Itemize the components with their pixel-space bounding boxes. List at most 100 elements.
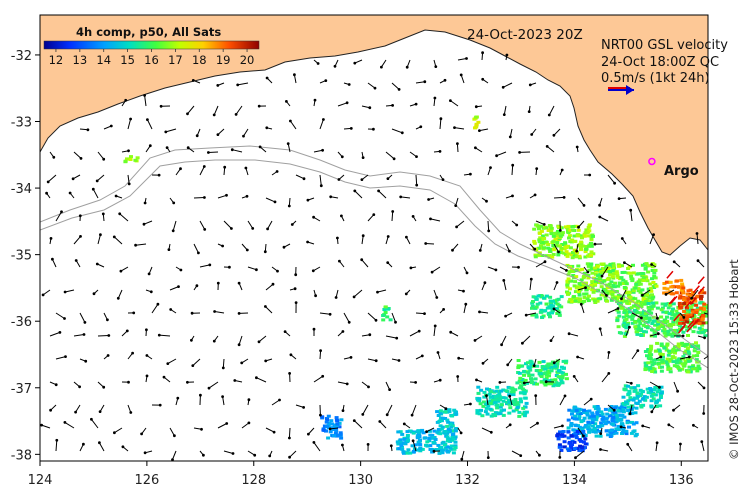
- current-arrow: [411, 404, 417, 416]
- sst-pixel: [630, 420, 634, 424]
- sst-pixel: [698, 318, 703, 322]
- isobath-lines: [40, 145, 708, 369]
- sst-pixel: [606, 290, 611, 294]
- sst-pixel: [658, 353, 663, 357]
- sst-pixel: [704, 310, 708, 314]
- sst-pixel: [596, 278, 601, 282]
- sst-pixel: [598, 430, 603, 433]
- sst-pixel: [579, 234, 583, 238]
- sst-pixel: [661, 325, 666, 328]
- current-arrow-head: [164, 130, 168, 134]
- sst-pixel: [580, 446, 585, 450]
- sst-pixel: [690, 303, 695, 307]
- current-arrow-head: [399, 195, 403, 199]
- current-arrow-head: [82, 442, 85, 446]
- sst-pixel: [442, 443, 447, 447]
- sst-pixel: [335, 422, 340, 426]
- sst-pixel: [445, 439, 450, 443]
- sst-pixel: [636, 326, 641, 330]
- current-arrow: [41, 424, 51, 429]
- sst-pixel: [689, 305, 694, 309]
- sst-pixel: [540, 315, 545, 319]
- current-arrow: [511, 165, 514, 176]
- current-arrow-head: [547, 113, 551, 117]
- sst-pixel: [571, 274, 576, 277]
- sst-pixel: [411, 449, 416, 453]
- current-arrow: [127, 118, 132, 130]
- current-arrow-head: [319, 349, 323, 353]
- sst-pixel: [570, 264, 575, 268]
- sst-pixel: [626, 267, 631, 270]
- current-arrow: [697, 260, 705, 268]
- argo-float-marker: [648, 157, 656, 166]
- sst-pixel: [667, 359, 672, 363]
- sst-pixel: [618, 407, 623, 410]
- current-arrow-head: [266, 227, 270, 231]
- sst-pixel: [677, 296, 682, 300]
- sst-pixel: [438, 432, 443, 436]
- current-arrow-head: [79, 235, 82, 238]
- sst-pixel: [581, 285, 586, 289]
- current-arrow-head: [338, 259, 341, 263]
- sst-pixel: [518, 397, 523, 401]
- current-arrow-head: [102, 157, 106, 161]
- sst-pixel: [629, 386, 634, 390]
- sst-pixel: [590, 411, 595, 415]
- sst-pixel: [501, 396, 506, 400]
- sst-pixel: [584, 228, 589, 232]
- sst-pixel: [665, 319, 670, 323]
- sst-pixel: [631, 290, 636, 294]
- current-arrow-head: [202, 165, 206, 168]
- current-arrow-head: [265, 76, 269, 80]
- sst-pixel: [652, 286, 657, 289]
- sst-pixel: [649, 394, 654, 398]
- sst-pixel: [701, 307, 706, 310]
- sst-pixel: [589, 267, 594, 271]
- current-arrow: [217, 423, 227, 429]
- sst-pixel: [581, 440, 586, 444]
- sst-pixel: [383, 311, 388, 314]
- sst-pixel: [604, 417, 609, 421]
- sst-pixel: [667, 312, 672, 316]
- sst-pixel: [632, 386, 637, 390]
- sst-pixel: [646, 270, 651, 274]
- sst-pixel: [522, 373, 526, 377]
- sst-pixel: [575, 285, 580, 289]
- sst-pixel: [611, 415, 616, 419]
- sst-pixel: [645, 320, 650, 324]
- current-arrow-head: [156, 302, 160, 306]
- sst-pixel: [333, 432, 338, 435]
- land-mass: [40, 15, 708, 256]
- sst-pixel: [627, 315, 632, 319]
- sst-pixel: [650, 322, 655, 325]
- current-arrow-head: [289, 119, 292, 123]
- current-arrow-head: [582, 434, 585, 438]
- sst-pixel: [571, 251, 575, 254]
- sst-pixel: [542, 378, 547, 382]
- current-arrow-fast: [689, 297, 697, 306]
- current-arrow: [295, 174, 305, 180]
- current-arrow-head: [473, 339, 477, 342]
- sst-pixel: [616, 294, 621, 297]
- sst-pixel: [396, 430, 401, 434]
- sst-pixel: [537, 371, 542, 375]
- current-arrow-head: [225, 193, 228, 197]
- current-arrow-head: [579, 302, 583, 306]
- sst-pixel: [568, 228, 573, 232]
- current-arrow: [502, 82, 513, 88]
- current-arrow-head: [620, 237, 624, 240]
- sst-pixel: [577, 438, 582, 442]
- sst-pixel: [476, 120, 481, 124]
- current-arrow-head: [127, 380, 130, 384]
- current-arrow: [601, 266, 609, 277]
- sst-pixel: [556, 375, 561, 379]
- current-arrow-head: [558, 456, 562, 459]
- current-arrow: [503, 105, 507, 115]
- current-arrow: [353, 420, 363, 429]
- sst-pixel: [626, 409, 631, 412]
- sst-pixel: [616, 424, 621, 428]
- sst-pixel: [448, 437, 453, 441]
- current-arrow-head: [456, 142, 459, 146]
- sst-pixel: [450, 414, 455, 418]
- current-arrow-head: [143, 451, 147, 455]
